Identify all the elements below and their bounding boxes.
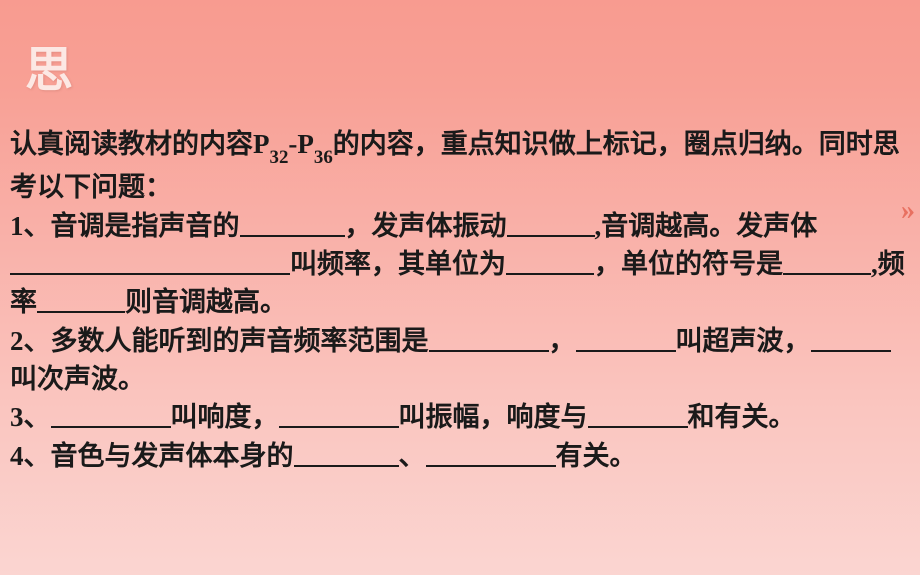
q1-t3: ,音调越高。发声体: [595, 211, 818, 241]
blank-2: [507, 210, 595, 237]
blank-1: [240, 210, 345, 237]
intro-sub1: 32: [270, 147, 289, 168]
blank-11: [279, 401, 399, 428]
q1-t2: ，发声体振动: [345, 211, 507, 241]
question-4: 4、音色与发声体本身的 、 有关。: [10, 437, 905, 475]
intro-sub2: 36: [314, 147, 333, 168]
intro-p2: -P: [288, 129, 313, 159]
q3-t4: 和有关。: [688, 402, 796, 432]
blank-7: [429, 325, 549, 352]
q2-num: 2: [10, 326, 24, 356]
q2-t3: 叫超声波，: [676, 326, 811, 356]
q2-t2: ，: [549, 326, 576, 356]
blank-12: [588, 401, 688, 428]
blank-9: [811, 325, 891, 352]
blank-5: [783, 248, 871, 275]
question-1: 1、音调是指声音的，发声体振动,音调越高。发声体叫频率，其单位为，单位的符号是,…: [10, 207, 905, 322]
blank-4: [506, 248, 594, 275]
q3-t3: 叫振幅，响度与: [399, 402, 588, 432]
content-body: 认真阅读教材的内容P32-P36的内容，重点知识做上标记，圈点归纳。同时思考以下…: [10, 125, 905, 475]
q1-t7: 则音调越高。: [125, 287, 287, 317]
q1-t5: ，单位的符号是: [594, 249, 783, 279]
blank-14: [426, 440, 556, 467]
q1-t4: 叫频率，其单位为: [290, 249, 506, 279]
q2-t4: 叫次声波。: [10, 364, 145, 394]
page-title: 思: [25, 30, 73, 100]
q3-t1: 、: [24, 402, 51, 432]
intro-p1: 认真阅读教材的内容P: [10, 129, 270, 159]
q3-num: 3: [10, 402, 24, 432]
q1-t1: 、音调是指声音的: [24, 211, 240, 241]
q4-t2: 、: [399, 441, 426, 471]
question-3: 3、 叫响度， 叫振幅，响度与 和有关。: [10, 398, 905, 436]
blank-13: [294, 440, 399, 467]
blank-10: [51, 401, 171, 428]
q4-num: 4: [10, 441, 24, 471]
blank-8: [576, 325, 676, 352]
q4-t1: 、音色与发声体本身的: [24, 441, 294, 471]
blank-6: [37, 286, 125, 313]
intro-text: 认真阅读教材的内容P32-P36的内容，重点知识做上标记，圈点归纳。同时思考以下…: [10, 125, 905, 207]
q4-t3: 有关。: [556, 441, 637, 471]
blank-3: [10, 248, 290, 275]
q3-t2: 叫响度，: [171, 402, 279, 432]
question-2: 2、多数人能听到的声音频率范围是 ， 叫超声波， 叫次声波。: [10, 322, 905, 399]
q1-num: 1: [10, 211, 24, 241]
q2-t1: 、多数人能听到的声音频率范围是: [24, 326, 429, 356]
